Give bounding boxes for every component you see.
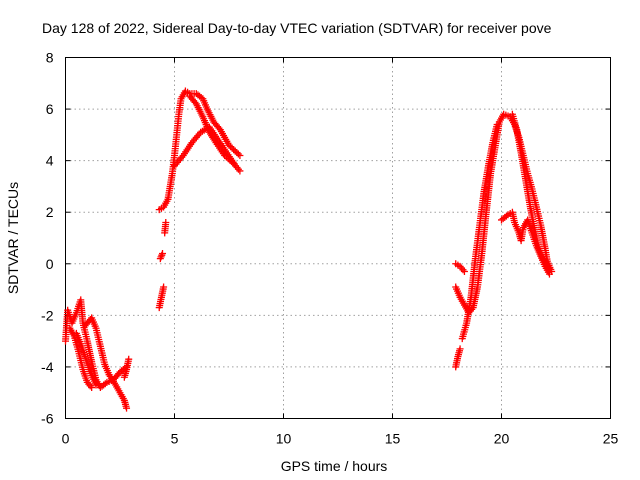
y-tick-label: 2	[46, 204, 54, 220]
y-tick-label: -2	[41, 307, 54, 323]
data-point	[123, 404, 131, 412]
chart-title: Day 128 of 2022, Sidereal Day-to-day VTE…	[42, 20, 552, 36]
grid-lines	[65, 57, 611, 419]
data-point	[236, 167, 244, 175]
axis-ticks: 0 5 10 15 20 25 -6 -4 -2 0 2 4 6 8	[41, 50, 618, 447]
data-point	[460, 268, 468, 276]
y-tick-label: 4	[46, 153, 54, 169]
x-tick-label: 15	[385, 431, 401, 447]
y-tick-label: -4	[41, 359, 54, 375]
data-point	[234, 150, 242, 158]
data-point	[88, 384, 96, 392]
x-tick-label: 5	[171, 431, 179, 447]
y-tick-label: 6	[46, 101, 54, 117]
x-tick-label: 0	[62, 431, 70, 447]
data-point	[162, 219, 170, 227]
data-point	[236, 151, 244, 159]
data-point	[456, 345, 464, 353]
data-point	[92, 381, 100, 389]
x-tick-label: 20	[494, 431, 510, 447]
x-tick-label: 10	[276, 431, 292, 447]
data-point	[545, 265, 553, 273]
x-tick-label: 25	[603, 431, 619, 447]
data-point	[229, 159, 237, 167]
data-point	[125, 355, 133, 363]
data-point	[160, 283, 168, 291]
y-tick-label: -6	[41, 411, 54, 427]
x-axis-label: GPS time / hours	[281, 458, 388, 474]
data-point	[159, 249, 167, 257]
y-axis-label: SDTVAR / TECUs	[5, 182, 21, 294]
plot-frame	[65, 57, 611, 419]
data-series-sdtvar	[62, 87, 556, 412]
data-point	[493, 121, 501, 129]
data-point	[101, 380, 109, 388]
data-point	[502, 212, 510, 220]
y-tick-label: 8	[46, 50, 54, 66]
y-tick-label: 0	[46, 256, 54, 272]
